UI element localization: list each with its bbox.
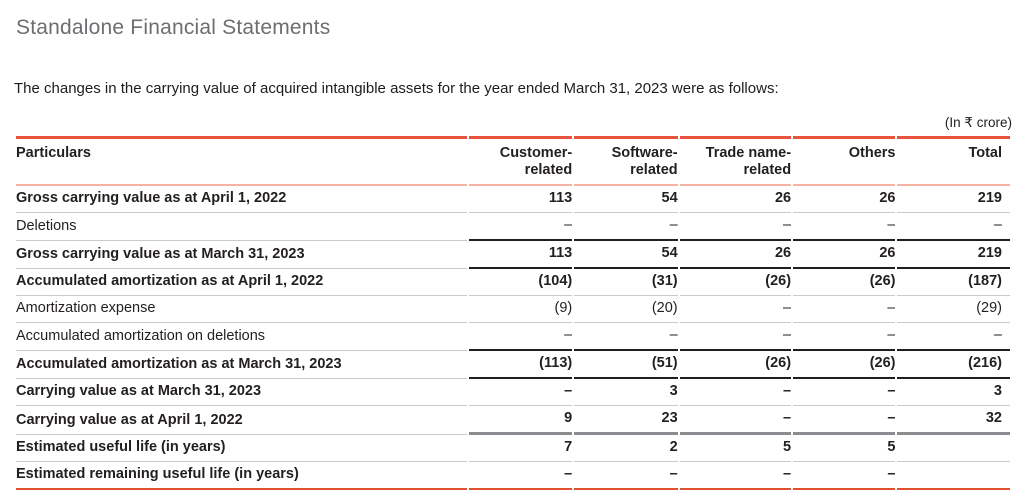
cell-value: 26 — [793, 241, 896, 269]
cell-value: – — [468, 213, 573, 241]
cell-value: 7 — [468, 435, 573, 462]
currency-unit-note: (In ₹ crore) — [944, 115, 1012, 130]
row-label: Accumulated amortization on deletions — [16, 323, 467, 351]
header-label: Others — [848, 145, 896, 161]
cell-value: (26) — [793, 269, 896, 296]
cell-value: (51) — [574, 351, 678, 379]
table-row: Accumulated amortization as at March 31,… — [16, 351, 1010, 379]
table-row: Accumulated amortization as at April 1, … — [16, 269, 1010, 296]
cell-value: – — [793, 213, 896, 241]
cell-value: – — [679, 213, 792, 241]
cell-value: – — [897, 323, 1010, 351]
cell-value: – — [468, 462, 573, 490]
table-row: Carrying value as at April 1, 2022 9 23 … — [16, 406, 1010, 435]
cell-value: 219 — [897, 241, 1010, 269]
cell-value: 26 — [679, 186, 792, 213]
cell-value: 54 — [574, 186, 678, 213]
cell-value: (26) — [679, 351, 792, 379]
cell-value — [897, 435, 1010, 462]
table-row: Carrying value as at March 31, 2023 – 3 … — [16, 379, 1010, 406]
header-cell-trade-name-related: Trade name- related — [679, 136, 792, 186]
intro-text: The changes in the carrying value of acq… — [14, 80, 779, 97]
cell-value: – — [468, 379, 573, 406]
row-label: Accumulated amortization as at March 31,… — [16, 351, 467, 379]
row-label: Gross carrying value as at March 31, 202… — [16, 241, 467, 269]
table-row: Estimated useful life (in years) 7 2 5 5 — [16, 435, 1010, 462]
cell-value: – — [897, 213, 1010, 241]
cell-value: (216) — [897, 351, 1010, 379]
cell-value: 3 — [897, 379, 1010, 406]
header-label: Trade name- — [705, 145, 792, 161]
cell-value: – — [574, 323, 678, 351]
header-label: Particulars — [16, 145, 91, 161]
row-label: Carrying value as at March 31, 2023 — [16, 379, 467, 406]
cell-value: (26) — [679, 269, 792, 296]
cell-value: 23 — [574, 406, 678, 435]
table-row: Gross carrying value as at April 1, 2022… — [16, 186, 1010, 213]
header-row: Particulars Customer- related Software- … — [16, 136, 1010, 186]
cell-value: 219 — [897, 186, 1010, 213]
cell-value: 113 — [468, 241, 573, 269]
intangible-assets-table: Particulars Customer- related Software- … — [14, 136, 1012, 490]
cell-value: – — [793, 296, 896, 323]
cell-value: 5 — [679, 435, 792, 462]
row-label: Gross carrying value as at April 1, 2022 — [16, 186, 467, 213]
header-label: Customer- — [499, 145, 573, 161]
cell-value: 26 — [793, 186, 896, 213]
table-row: Deletions – – – – – — [16, 213, 1010, 241]
row-label: Amortization expense — [16, 296, 467, 323]
cell-value: – — [679, 379, 792, 406]
header-cell-customer-related: Customer- related — [468, 136, 573, 186]
cell-value: (29) — [897, 296, 1010, 323]
header-cell-others: Others — [793, 136, 896, 186]
cell-value: (104) — [468, 269, 573, 296]
cell-value: – — [679, 406, 792, 435]
table-row: Estimated remaining useful life (in year… — [16, 462, 1010, 490]
header-label: Total — [968, 145, 1002, 161]
cell-value: (113) — [468, 351, 573, 379]
header-cell-software-related: Software- related — [574, 136, 678, 186]
cell-value: (26) — [793, 351, 896, 379]
cell-value: – — [793, 462, 896, 490]
table-row: Gross carrying value as at March 31, 202… — [16, 241, 1010, 269]
header-label: Software- — [611, 145, 678, 161]
table-header: Particulars Customer- related Software- … — [16, 136, 1010, 186]
row-label: Estimated remaining useful life (in year… — [16, 462, 467, 490]
cell-value: – — [574, 462, 678, 490]
header-cell-particulars: Particulars — [16, 136, 467, 186]
cell-value: – — [679, 323, 792, 351]
table-row: Accumulated amortization on deletions – … — [16, 323, 1010, 351]
cell-value: – — [679, 296, 792, 323]
row-label: Accumulated amortization as at April 1, … — [16, 269, 467, 296]
cell-value: (187) — [897, 269, 1010, 296]
cell-value: 113 — [468, 186, 573, 213]
row-label: Estimated useful life (in years) — [16, 435, 467, 462]
cell-value: 9 — [468, 406, 573, 435]
cell-value: 3 — [574, 379, 678, 406]
cell-value: – — [793, 323, 896, 351]
table-body: Gross carrying value as at April 1, 2022… — [16, 186, 1010, 490]
cell-value: – — [793, 406, 896, 435]
cell-value: – — [574, 213, 678, 241]
cell-value: (20) — [574, 296, 678, 323]
row-label: Carrying value as at April 1, 2022 — [16, 406, 467, 435]
cell-value: 32 — [897, 406, 1010, 435]
cell-value: – — [468, 323, 573, 351]
cell-value: 5 — [793, 435, 896, 462]
table-row: Amortization expense (9) (20) – – (29) — [16, 296, 1010, 323]
row-label: Deletions — [16, 213, 467, 241]
header-cell-total: Total — [897, 136, 1010, 186]
cell-value: 26 — [679, 241, 792, 269]
cell-value: 54 — [574, 241, 678, 269]
cell-value: – — [793, 379, 896, 406]
cell-value: 2 — [574, 435, 678, 462]
cell-value — [897, 462, 1010, 490]
cell-value: (31) — [574, 269, 678, 296]
cell-value: – — [679, 462, 792, 490]
page-title: Standalone Financial Statements — [16, 16, 331, 39]
cell-value: (9) — [468, 296, 573, 323]
